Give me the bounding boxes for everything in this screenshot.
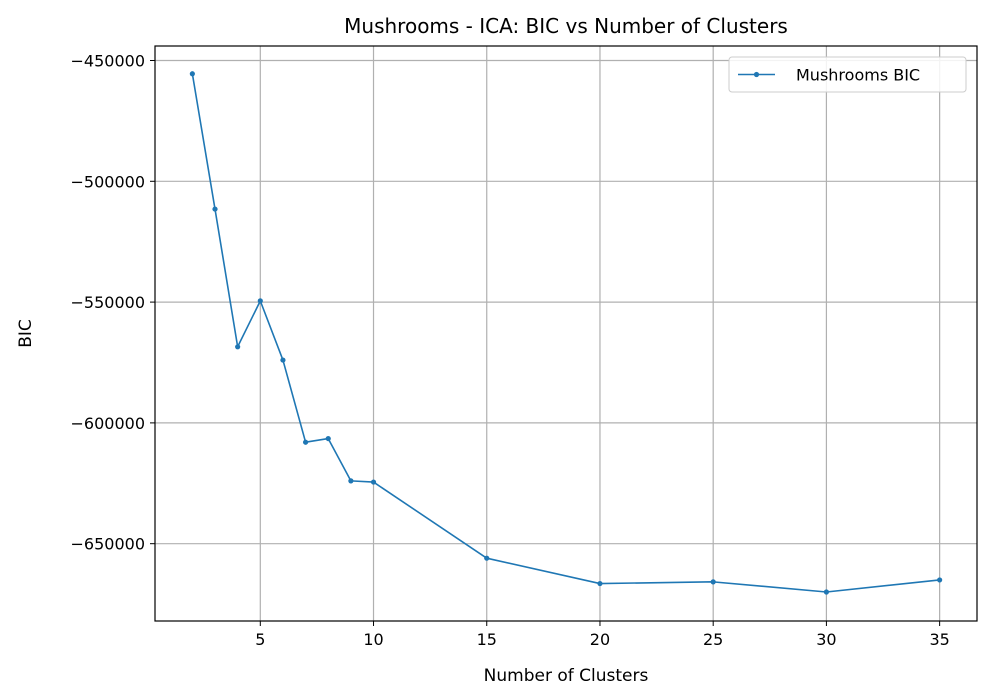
legend-marker [753, 71, 760, 78]
legend: Mushrooms BIC [728, 56, 967, 93]
data-point [484, 555, 490, 561]
x-axis-ticks: 5 10 15 20 25 30 35 [255, 621, 950, 649]
legend-label: Mushrooms BIC [796, 66, 920, 85]
x-tick-label: 35 [929, 630, 949, 649]
x-tick-label: 25 [703, 630, 723, 649]
series-line [191, 73, 940, 593]
data-point [280, 357, 286, 363]
data-point [348, 478, 354, 484]
x-tick-label: 15 [477, 630, 497, 649]
data-point [212, 206, 218, 212]
y-axis-ticks: −450000 −500000 −550000 −600000 −650000 [71, 51, 155, 554]
data-point [823, 589, 830, 595]
y-tick-label: −450000 [71, 51, 145, 70]
legend-box [728, 56, 967, 93]
x-tick-label: 5 [255, 630, 265, 649]
y-axis-label: BIC [16, 319, 36, 348]
chart-title: Mushrooms - ICA: BIC vs Number of Cluste… [344, 14, 788, 38]
y-tick-label: −550000 [71, 293, 145, 312]
series-layer [189, 71, 943, 595]
y-tick-label: −500000 [71, 172, 145, 191]
x-axis-label: Number of Clusters [484, 666, 649, 686]
x-tick-label: 30 [816, 630, 836, 649]
data-point [325, 435, 331, 442]
y-tick-label: −650000 [71, 535, 145, 554]
data-point [597, 580, 603, 587]
data-point [710, 579, 716, 585]
data-point [257, 298, 263, 304]
data-point [370, 479, 377, 485]
x-tick-label: 20 [590, 630, 610, 649]
data-point [189, 71, 195, 77]
data-point [302, 439, 309, 445]
data-point [235, 344, 241, 350]
x-tick-label: 10 [363, 630, 383, 649]
grid-lines [155, 46, 977, 621]
y-tick-label: −600000 [71, 414, 145, 433]
data-point [937, 577, 943, 583]
plot-area-frame [154, 45, 978, 622]
